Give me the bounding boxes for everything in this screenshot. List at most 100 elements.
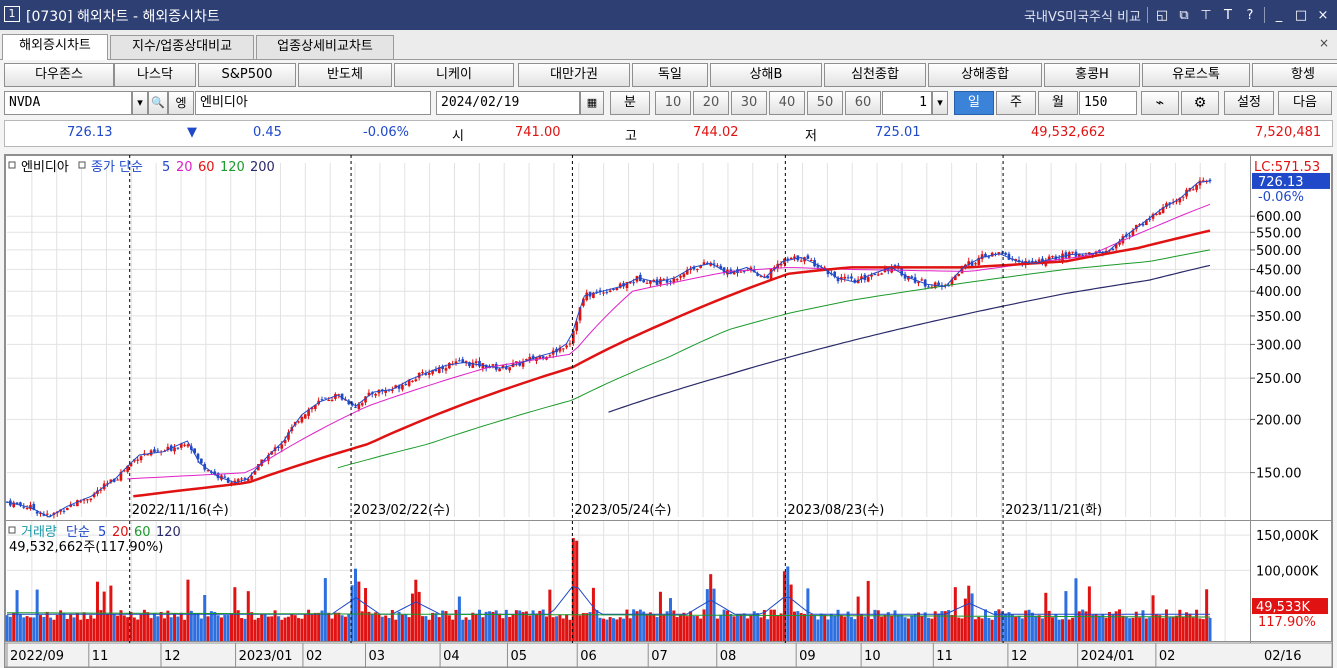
volume-bar	[1084, 611, 1088, 641]
settings-button[interactable]: 설정	[1224, 91, 1274, 115]
candle-body	[504, 366, 508, 370]
volume-bar	[514, 610, 518, 641]
period-button[interactable]: 주	[996, 91, 1036, 115]
index-button[interactable]: 다우존스	[4, 63, 114, 87]
chart-area[interactable]: 600.00 550.00 500.00 450.00 400.00 350.00 300.…	[4, 154, 1333, 668]
volume-bar	[310, 614, 314, 641]
bar-count-input[interactable]: 150	[1079, 91, 1137, 115]
tab-close-icon[interactable]: ×	[1318, 36, 1329, 50]
compare-link[interactable]: 국내VS미국주식 비교	[1024, 9, 1141, 25]
index-button[interactable]: 독일	[632, 63, 708, 87]
candle-body	[280, 444, 284, 449]
symbol-dropdown-icon[interactable]: ▾	[132, 91, 148, 115]
index-button[interactable]: 항셍	[1252, 63, 1337, 87]
tab-overseas-chart[interactable]: 해외증시차트	[2, 34, 108, 60]
volume-bar	[977, 617, 981, 641]
volume-bar	[843, 616, 847, 641]
volume-bar	[1111, 614, 1115, 641]
volume-bar	[431, 612, 435, 641]
help-icon[interactable]: ?	[1246, 7, 1254, 23]
candle-body	[685, 269, 689, 275]
index-button[interactable]: 나스닥	[114, 63, 196, 87]
index-button[interactable]: 상해B	[710, 63, 822, 87]
candle-body	[1191, 189, 1195, 191]
maximize-icon[interactable]: □	[1294, 7, 1308, 23]
period-count-dropdown-icon[interactable]: ▾	[932, 91, 948, 115]
volume-bar	[62, 612, 66, 641]
volume-bar	[1128, 618, 1132, 641]
interval-button[interactable]: 40	[769, 91, 805, 115]
tab-index-compare[interactable]: 지수/업종상대비교	[110, 35, 254, 59]
next-button[interactable]: 다음	[1278, 91, 1332, 115]
symbol-code-input[interactable]: NVDA	[4, 91, 132, 115]
current-price-label: 726.13	[1258, 175, 1304, 190]
volume-bar	[796, 611, 800, 641]
candle-body	[1175, 200, 1178, 202]
volume-bar	[427, 619, 431, 641]
index-button[interactable]: 홍콩H	[1044, 63, 1140, 87]
volume-tick-label: 150,000K	[1256, 529, 1319, 544]
minimize-icon[interactable]: _	[1275, 7, 1283, 23]
volume-bar	[890, 615, 894, 641]
window-number-icon[interactable]: 1	[4, 6, 20, 22]
minute-button[interactable]: 분	[610, 91, 650, 115]
volume-bar	[658, 591, 662, 641]
font-icon[interactable]: T	[1224, 7, 1232, 23]
volume-bar	[568, 619, 572, 641]
y-tick-label: 500.00	[1256, 244, 1302, 259]
candle-body	[1111, 248, 1115, 251]
search-icon[interactable]: 🔍	[148, 91, 168, 115]
volume-bar	[1148, 617, 1152, 641]
index-button[interactable]: S&P500	[198, 63, 296, 87]
pin-icon[interactable]: ⊤	[1200, 7, 1212, 23]
date-input[interactable]: 2024/02/19	[436, 91, 580, 115]
y-tick-label: 450.00	[1256, 263, 1302, 278]
index-button[interactable]: 심천종합	[824, 63, 926, 87]
interval-button[interactable]: 30	[731, 91, 767, 115]
candle-body	[672, 278, 676, 283]
candle-body	[1047, 256, 1051, 261]
candle-body	[384, 390, 387, 393]
interval-button[interactable]: 20	[693, 91, 729, 115]
window-icon[interactable]: ⧉	[1179, 7, 1189, 23]
period-count-input[interactable]: 1	[882, 91, 932, 115]
volume-bar	[119, 610, 123, 641]
candle-body	[856, 279, 860, 284]
low-label: 저	[805, 129, 817, 144]
index-button[interactable]: 대만가권	[518, 63, 630, 87]
volume-bar	[1081, 609, 1085, 641]
candle-body	[1198, 180, 1202, 186]
volume-legend-item: 5	[98, 525, 106, 540]
price-info-bar: 726.13 ▼ 0.45 -0.06% 시 741.00 고 744.02 저…	[4, 120, 1333, 147]
volume-bar	[1044, 592, 1048, 641]
candle-body	[1031, 260, 1034, 263]
candle-body	[900, 267, 904, 276]
candle-body	[786, 258, 790, 261]
right-date-label: 02/16	[1264, 649, 1301, 664]
period-button[interactable]: 일	[954, 91, 994, 115]
calendar-icon[interactable]: ▦	[580, 91, 604, 115]
index-button[interactable]: 반도체	[298, 63, 392, 87]
index-button[interactable]: 니케이	[394, 63, 514, 87]
candle-body	[1017, 260, 1021, 262]
volume-bar	[1158, 615, 1162, 641]
layout-icon[interactable]: ◱	[1155, 7, 1169, 23]
interval-button[interactable]: 50	[807, 91, 843, 115]
gear-icon[interactable]: ⚙	[1181, 91, 1219, 115]
chart-type-icon[interactable]: ⌁	[1141, 91, 1179, 115]
volume-bar	[464, 617, 468, 641]
volume-bar	[183, 619, 187, 641]
interval-button[interactable]: 10	[655, 91, 691, 115]
period-button[interactable]: 월	[1038, 91, 1078, 115]
symbol-search-icon[interactable]: 엥	[168, 91, 194, 115]
index-button[interactable]: 유로스톡	[1142, 63, 1250, 87]
close-icon[interactable]: ×	[1317, 7, 1329, 23]
tab-sector-compare[interactable]: 업종상세비교차트	[256, 35, 394, 59]
candle-body	[585, 292, 589, 301]
index-button[interactable]: 상해종합	[928, 63, 1042, 87]
candle-body	[974, 263, 977, 265]
volume-bar	[813, 615, 817, 641]
interval-button[interactable]: 60	[845, 91, 881, 115]
volume-bar	[256, 617, 260, 641]
